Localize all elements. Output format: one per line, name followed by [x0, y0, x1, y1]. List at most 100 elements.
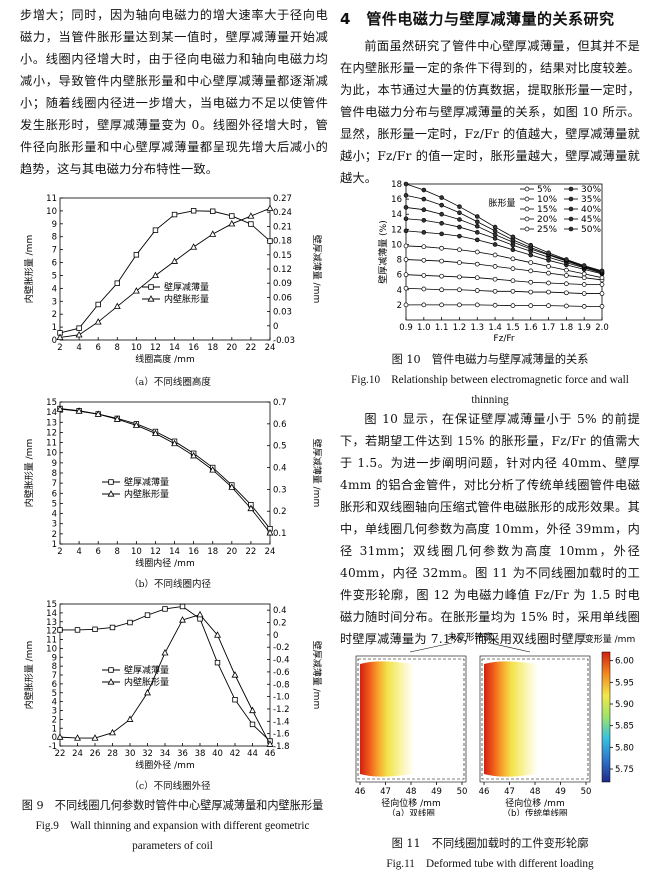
data-point [57, 627, 63, 633]
data-point [56, 333, 64, 341]
legend-marker [524, 206, 530, 212]
data-point [144, 688, 151, 696]
y2-tick-label: 0.09 [273, 279, 292, 289]
undeformed-contour [481, 658, 589, 780]
data-point [403, 302, 409, 308]
data-point [439, 302, 444, 308]
x-tick-label: 36 [177, 749, 188, 759]
legend-marker [524, 186, 530, 192]
y2-tick-label: -1.2 [273, 705, 290, 715]
data-point [492, 302, 498, 308]
data-point [247, 504, 255, 512]
colorbar-tick-label: 5.75 [615, 765, 634, 775]
legend-label: 内壁胀形量 [164, 293, 209, 305]
x-tick-label: 1.1 [435, 323, 449, 333]
x-tick-label: 10 [131, 343, 142, 353]
section-paragraph-1: 前面虽然研究了管件中心壁厚减薄量，但其并不是在内壁胀形量一定的条件下得到的，结果… [340, 39, 640, 185]
legend-label: 25% [537, 225, 557, 235]
data-point [209, 230, 217, 237]
x-tick-label: 1.2 [453, 323, 467, 333]
x-tick-label: 8 [115, 343, 120, 353]
x-tick-label: 1.5 [506, 323, 520, 333]
y-axis-label: 内壁胀形量 /mm [23, 235, 35, 303]
data-point [439, 231, 444, 237]
legend-label: 30% [581, 185, 601, 195]
x-tick-label: 46 [355, 787, 366, 797]
series-line [59, 207, 271, 338]
data-point [457, 217, 462, 222]
series-line [406, 304, 602, 307]
subcaption-c: （c）不同线圈外径 [129, 781, 211, 792]
legend-label: 壁厚减薄量 [124, 664, 169, 676]
right-column: 4 管件电磁力与壁厚减薄量的关系研究 前面虽然研究了管件中心壁厚减薄量，但其并不… [340, 0, 640, 870]
data-point [266, 204, 274, 211]
y-tick-label: 14 [391, 210, 402, 220]
data-point [56, 733, 64, 740]
data-point [421, 230, 427, 235]
data-point [546, 280, 551, 286]
x-tick-label: 30 [125, 749, 136, 759]
y2-tick-label: 0.6 [273, 420, 287, 430]
y2-tick-label: 0.12 [273, 265, 292, 275]
y2-tick-label: 0.7 [273, 398, 287, 408]
y2-tick-label: -0.4 [273, 656, 290, 666]
legend-label: 15% [537, 205, 557, 215]
series-line [405, 274, 602, 285]
data-point [190, 208, 197, 214]
series-line [405, 218, 603, 274]
legend-marker [568, 206, 574, 212]
data-point [474, 249, 480, 255]
x-tick-label: 44 [247, 749, 258, 759]
y-tick-label: 2 [52, 715, 57, 725]
data-point [171, 211, 178, 218]
data-point [248, 221, 254, 227]
y-tick-label: 13 [46, 618, 57, 628]
data-point [214, 631, 221, 638]
y-tick-label: 9 [52, 459, 57, 469]
x-tick-label: 0.9 [399, 323, 413, 333]
data-point [492, 224, 498, 230]
data-point [209, 466, 217, 473]
data-point [56, 405, 64, 412]
y-tick-label: 9 [52, 653, 57, 663]
data-point [91, 734, 99, 741]
x-tick-label: 1.3 [471, 323, 485, 333]
data-point [75, 407, 83, 414]
y-tick-label: 10 [46, 449, 57, 459]
data-point [492, 232, 498, 237]
y-tick-label: 3 [52, 520, 57, 530]
y-tick-label: 8 [397, 256, 402, 266]
x-tick-label: 22 [245, 547, 256, 557]
y-tick-label: 5 [52, 499, 57, 509]
y2-tick-label: -1.8 [273, 742, 290, 752]
y-tick-label: 6 [397, 271, 402, 281]
data-point [92, 626, 98, 633]
legend-marker [568, 196, 574, 202]
data-point [421, 302, 427, 308]
data-point [190, 451, 198, 459]
y2-tick-label: -1.0 [273, 693, 290, 703]
data-point [474, 302, 480, 308]
x-tick-label: 18 [207, 547, 218, 557]
legend-marker [568, 186, 574, 192]
y-tick-label: 4 [52, 698, 57, 708]
y-tick-label: 13 [46, 418, 57, 428]
data-point [151, 429, 159, 437]
data-point [403, 181, 409, 187]
data-point [510, 247, 516, 253]
y-tick-label: 1 [52, 323, 57, 333]
data-point [109, 624, 116, 631]
legend-marker [568, 226, 574, 232]
legend-marker [147, 295, 155, 302]
data-point [510, 256, 516, 262]
data-point [171, 257, 179, 264]
data-point [599, 304, 605, 309]
data-point [546, 264, 551, 269]
intro-paragraph: 步增大；同时，因为轴向电磁力的增大速率大于径向电磁力，当管件胀形量达到某一值时，… [20, 8, 328, 176]
figure-11-deformed-tube: 未变形轮廓 46 47 48 49 50 径向位移 /mm 46 47 48 49 50 径向位移 /m… [355, 631, 636, 816]
data-point [474, 288, 480, 293]
legend-label: 40% [581, 205, 601, 215]
data-point [421, 217, 427, 223]
x-tick-label: 50 [581, 787, 592, 797]
x-tick-label: 1.0 [417, 323, 431, 333]
